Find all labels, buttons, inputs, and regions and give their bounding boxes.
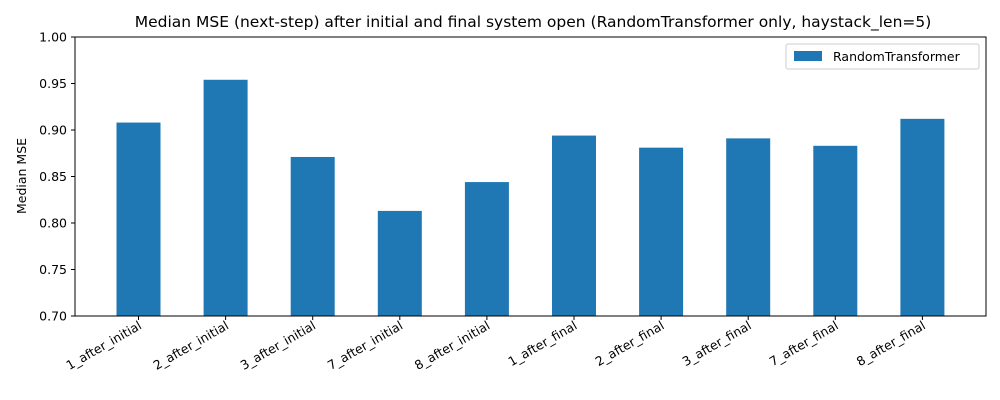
legend-swatch [794,51,822,61]
axes-frame [74,36,987,317]
x-tick-label: 8_after_final [854,318,928,369]
legend: RandomTransformer [785,43,980,70]
x-tick-label: 7_after_final [767,318,841,369]
x-tick-label: 3_after_final [680,318,754,369]
y-axis-label: Median MSE [14,138,29,214]
bar-8_after_initial [464,182,509,316]
x-tick-label: 2_after_initial [151,318,232,373]
y-tick-label: 0.80 [39,216,67,231]
bar-7_after_final [813,145,858,316]
x-tick-label: 1_after_final [505,318,579,369]
bar-1_after_final [552,135,596,316]
y-tick-label: 0.70 [39,309,67,324]
chart-title: Median MSE (next-step) after initial and… [135,13,932,32]
legend-box [785,43,980,70]
bar-1_after_initial [116,122,161,316]
x-tick-label: 3_after_initial [238,318,319,373]
legend-label: RandomTransformer [833,49,961,64]
bar-3_after_final [726,138,771,316]
y-tick-label: 0.75 [39,262,67,277]
bar-7_after_initial [377,210,422,316]
y-tick-label: 0.95 [39,76,67,91]
x-tick-label: 7_after_initial [325,318,406,373]
bar-2_after_final [639,147,684,316]
bar-2_after_initial [203,79,248,316]
y-tick-label: 0.90 [39,123,67,138]
y-tick-label: 0.85 [39,169,67,184]
x-tick-label: 8_after_initial [412,318,493,373]
plot-area: 0.70 0.75 0.80 0.85 0.90 0.95 1.00 1_after_init… [39,30,945,373]
x-tick-label: 1_after_initial [63,318,144,373]
y-tick-label: 1.00 [39,30,67,45]
bar-8_after_final [900,118,945,316]
x-tick-label: 2_after_final [592,318,666,369]
bar-3_after_initial [290,156,335,316]
